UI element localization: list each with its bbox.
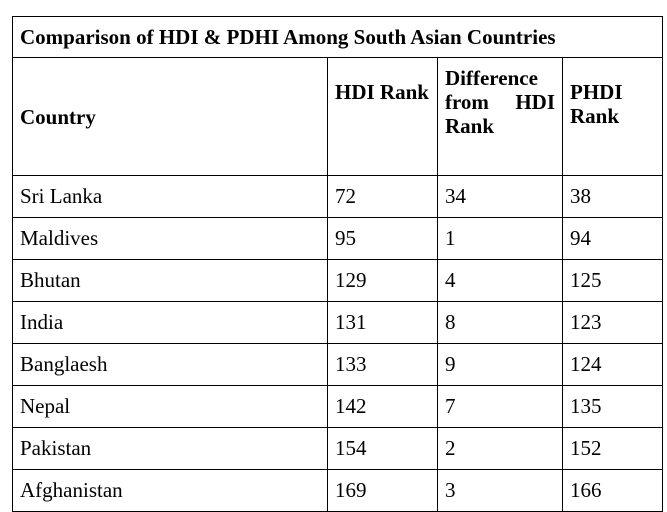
country-cell: Maldives <box>12 217 328 260</box>
table-row: Bhutan 129 4 125 <box>12 259 664 302</box>
header-country: Country <box>12 57 328 176</box>
table-row: Pakistan 154 2 152 <box>12 427 664 470</box>
hdi-rank-cell: 154 <box>327 427 438 470</box>
header-difference: Difference from HDI Rank <box>437 57 563 176</box>
country-cell: Banglaesh <box>12 343 328 386</box>
phdi-rank-cell: 135 <box>561 385 664 428</box>
difference-cell: 2 <box>437 427 563 470</box>
phdi-rank-cell: 38 <box>561 175 664 218</box>
difference-cell: 3 <box>437 469 563 512</box>
difference-cell: 9 <box>437 343 563 386</box>
table-title-row: Comparison of HDI & PDHI Among South Asi… <box>11 16 664 58</box>
hdi-rank-cell: 131 <box>327 301 438 344</box>
phdi-rank-cell: 152 <box>561 427 664 470</box>
country-cell: India <box>12 301 328 344</box>
hdi-rank-cell: 169 <box>327 469 438 512</box>
country-cell: Pakistan <box>12 427 328 470</box>
difference-cell: 7 <box>437 385 563 428</box>
country-cell: Nepal <box>12 385 328 428</box>
header-hdi-rank: HDI Rank <box>327 57 438 176</box>
table-body: Sri Lanka 72 34 38 Maldives 95 1 94 Bhutan 129 4 12… <box>12 175 664 512</box>
table-row: Sri Lanka 72 34 38 <box>12 175 664 218</box>
phdi-rank-cell: 125 <box>561 259 664 302</box>
hdi-rank-cell: 95 <box>327 217 438 260</box>
phdi-rank-cell: 124 <box>561 343 664 386</box>
difference-cell: 1 <box>437 217 563 260</box>
table-row: Banglaesh 133 9 124 <box>12 343 664 386</box>
hdi-rank-cell: 133 <box>327 343 438 386</box>
table-title: Comparison of HDI & PDHI Among South Asi… <box>11 16 664 58</box>
hdi-rank-cell: 142 <box>327 385 438 428</box>
comparison-table-container: Comparison of HDI & PDHI Among South Asi… <box>11 16 664 512</box>
hdi-rank-cell: 129 <box>327 259 438 302</box>
difference-cell: 34 <box>437 175 563 218</box>
difference-cell: 4 <box>437 259 563 302</box>
phdi-rank-cell: 123 <box>561 301 664 344</box>
country-cell: Bhutan <box>12 259 328 302</box>
table-header-row: Country HDI Rank Difference from HDI Ran… <box>12 57 664 176</box>
table-row: Afghanistan 169 3 166 <box>12 469 664 512</box>
phdi-rank-cell: 94 <box>561 217 664 260</box>
comparison-table: Comparison of HDI & PDHI Among South Asi… <box>11 16 664 512</box>
table-row: Maldives 95 1 94 <box>12 217 664 260</box>
country-cell: Afghanistan <box>12 469 328 512</box>
header-phdi-rank: PHDI Rank <box>561 57 664 176</box>
phdi-rank-cell: 166 <box>561 469 664 512</box>
hdi-rank-cell: 72 <box>327 175 438 218</box>
country-cell: Sri Lanka <box>12 175 328 218</box>
table-row: India 131 8 123 <box>12 301 664 344</box>
difference-cell: 8 <box>437 301 563 344</box>
table-row: Nepal 142 7 135 <box>12 385 664 428</box>
